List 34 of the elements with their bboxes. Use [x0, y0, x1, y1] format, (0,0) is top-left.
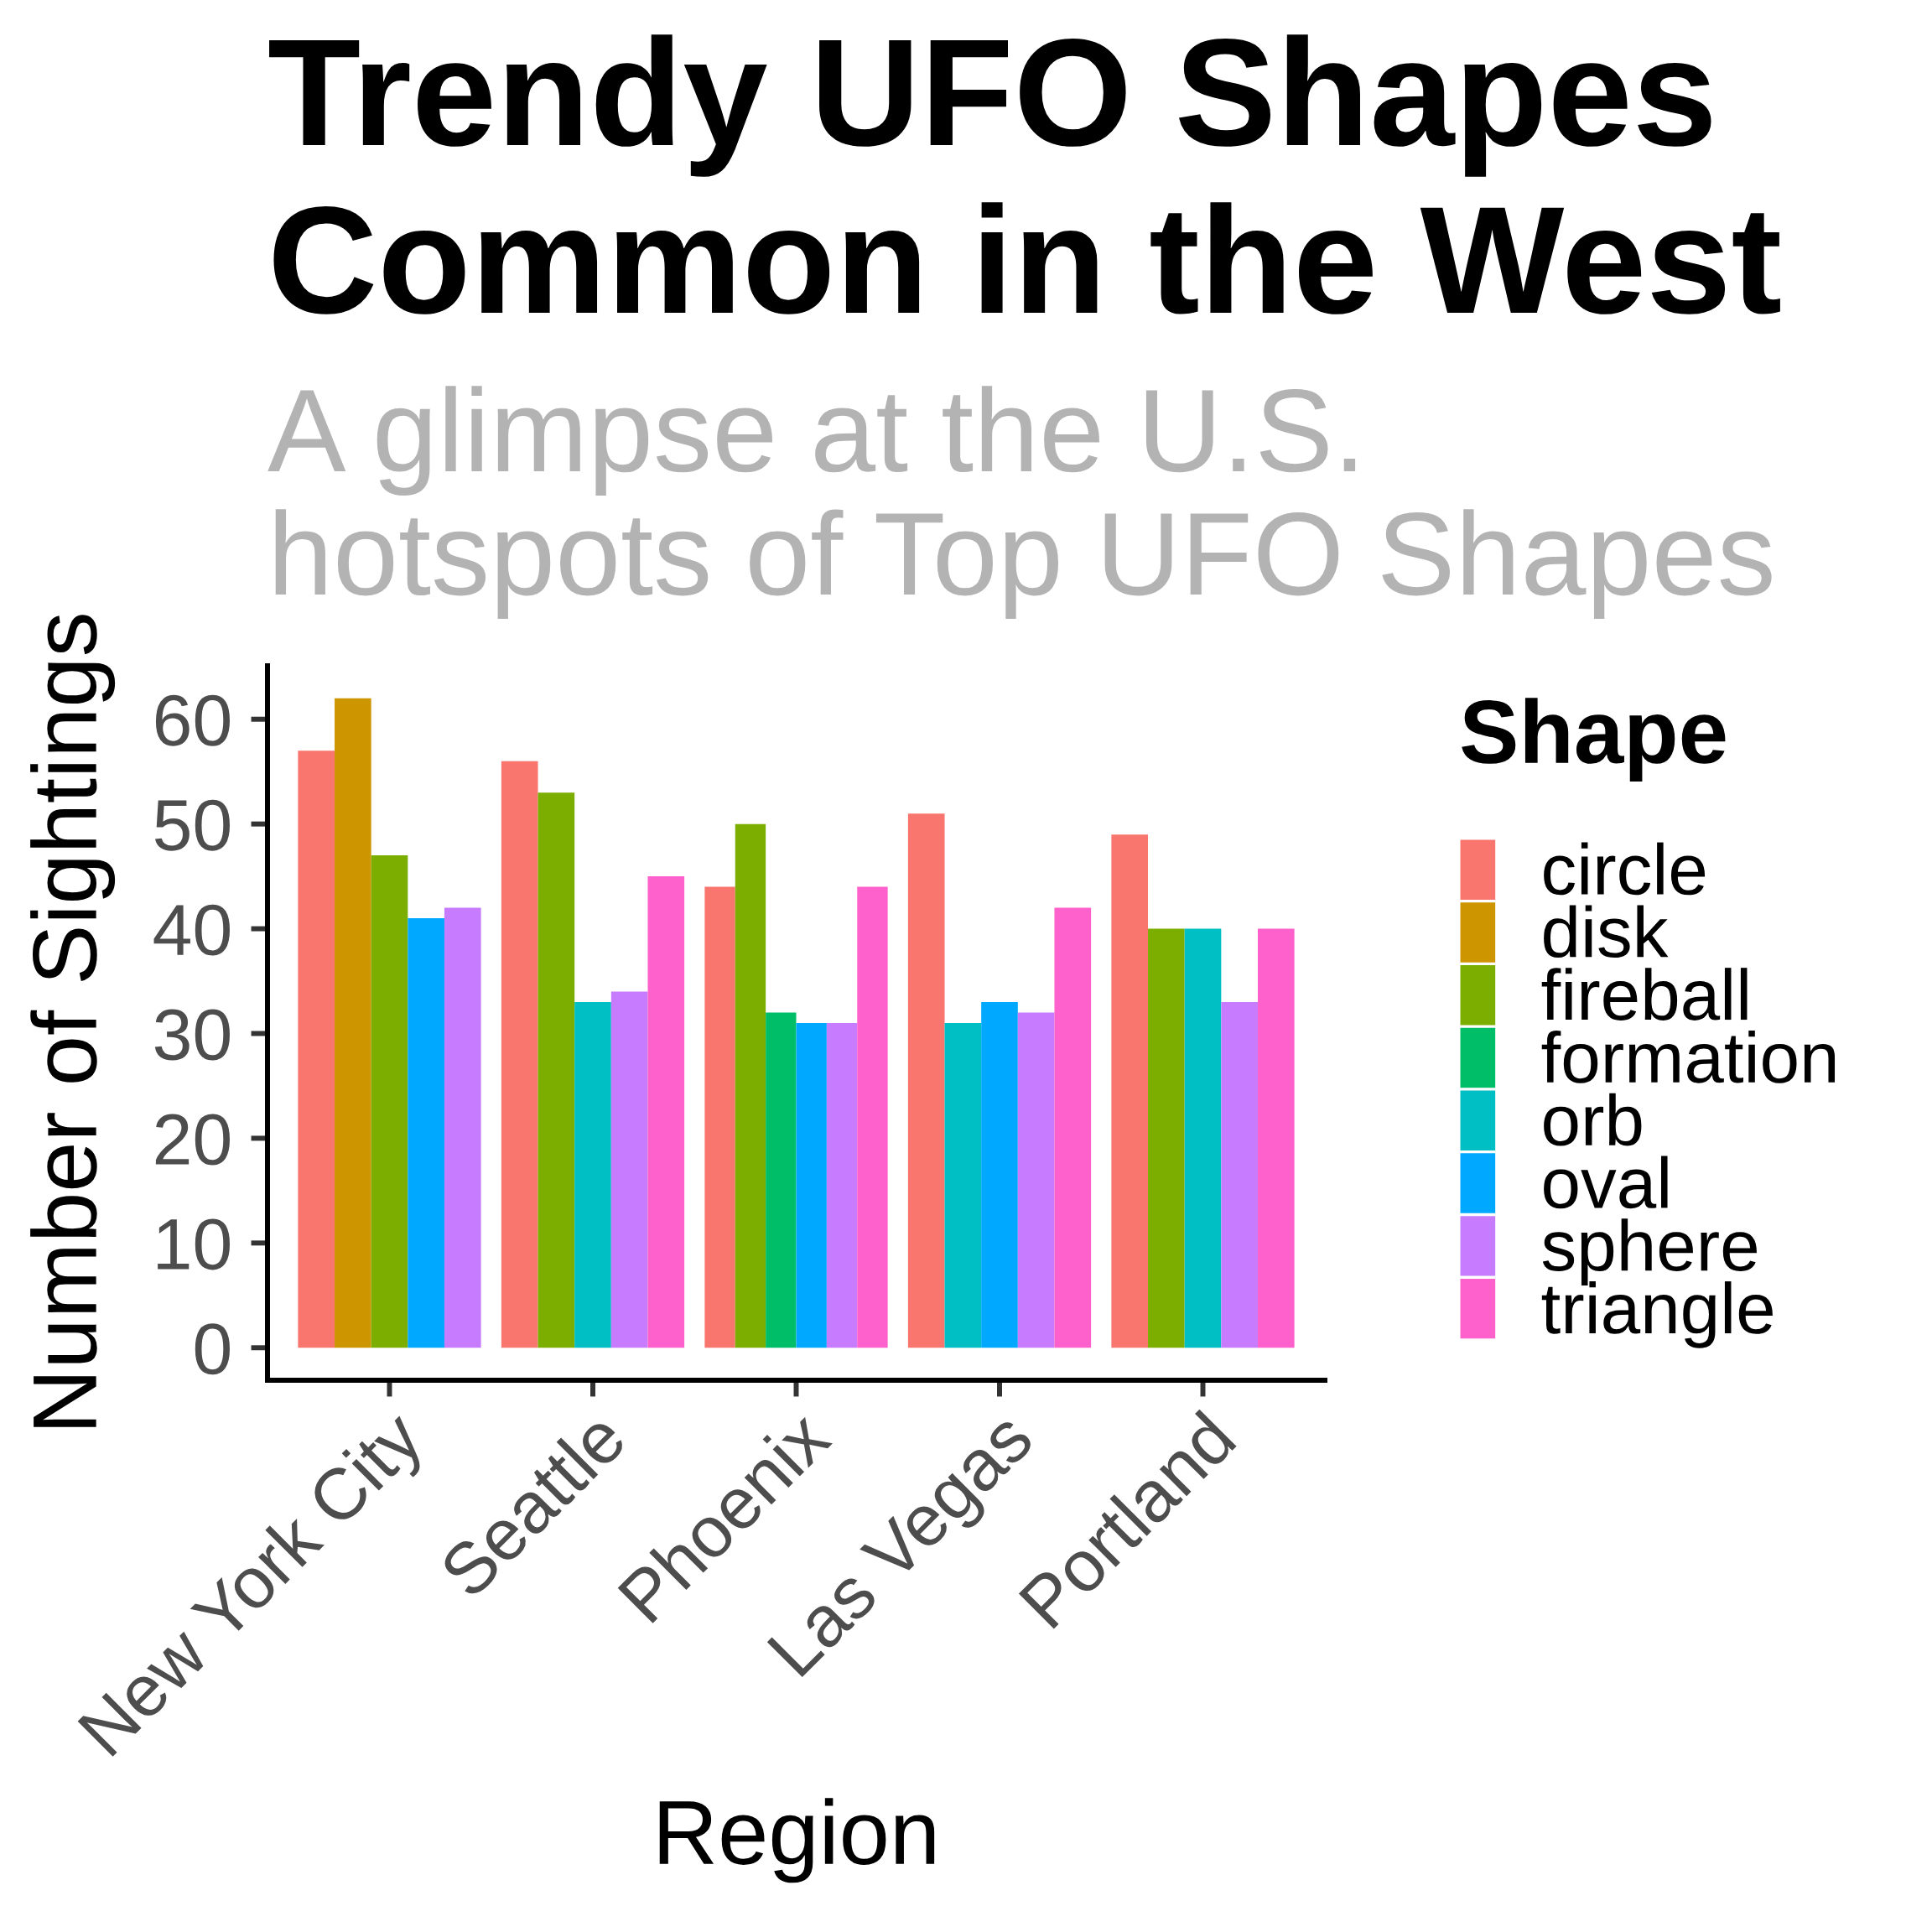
bar: [1054, 907, 1092, 1348]
chart-title: Trendy UFO Shapes Common in the West: [269, 34, 1780, 314]
y-axis-title: Number of Sightings: [30, 615, 116, 1427]
y-tick-label: 50: [155, 799, 230, 851]
bar: [538, 792, 575, 1348]
bar: [1111, 834, 1149, 1348]
bar: [298, 750, 335, 1348]
y-tick-label: 60: [155, 694, 230, 746]
y-tick-label: 30: [154, 1009, 230, 1061]
bar: [501, 761, 538, 1348]
x-axis-title: Region: [659, 1798, 935, 1883]
bar: [1257, 928, 1295, 1348]
legend-label: orb: [1544, 1093, 1642, 1146]
y-tick-label: 0: [195, 1323, 230, 1375]
bar: [1184, 928, 1222, 1348]
bar: [335, 698, 371, 1348]
chart-subtitle: A glimpse at the U.S. hotspots of Top UFO Shapes: [267, 386, 1772, 620]
legend-label: fireball: [1541, 968, 1748, 1021]
y-tick-label: 20: [155, 1114, 230, 1166]
bar: [574, 1002, 611, 1348]
y-tick-label: 10: [158, 1218, 230, 1270]
legend-title: Shape: [1462, 698, 1726, 782]
bar: [907, 813, 945, 1348]
bar: [610, 991, 648, 1348]
bar: [1148, 928, 1185, 1348]
legend-label: disk: [1544, 905, 1669, 958]
bar: [766, 1012, 797, 1348]
legend-label: formation: [1541, 1030, 1836, 1083]
y-tick-label: 40: [153, 904, 230, 956]
bar: [647, 876, 685, 1348]
bar: [1017, 1012, 1055, 1348]
legend-label: circle: [1544, 842, 1706, 896]
bar: [1221, 1002, 1258, 1348]
legend-label: oval: [1544, 1156, 1668, 1209]
